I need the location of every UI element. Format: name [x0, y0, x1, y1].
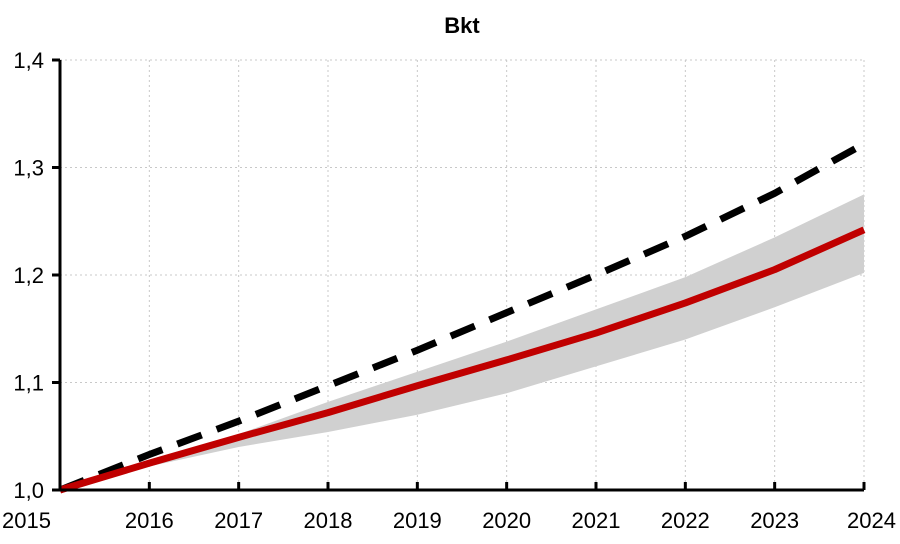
series-layer — [58, 140, 866, 494]
x-tick-label: 2020 — [482, 508, 531, 533]
x-tick-label: 2023 — [750, 508, 799, 533]
x-tick-label: 2017 — [214, 508, 263, 533]
x-tick-label: 2022 — [661, 508, 710, 533]
x-tick-label: 2024 — [847, 508, 896, 533]
x-tick-label: 2021 — [572, 508, 621, 533]
y-tick-label: 1,4 — [13, 48, 44, 73]
y-tick-label: 1,3 — [13, 156, 44, 181]
x-tick-label: 2015 — [2, 508, 51, 533]
y-tick-label: 1,0 — [13, 478, 44, 503]
axes — [52, 58, 866, 492]
x-tick-label: 2018 — [304, 508, 353, 533]
y-tick-label: 1,1 — [13, 371, 44, 396]
chart-title: Bkt — [444, 13, 480, 38]
x-tick-label: 2019 — [393, 508, 442, 533]
x-tick-label: 2016 — [125, 508, 174, 533]
dashed-series-line — [58, 140, 866, 494]
tick-labels: 1,0 1,1 1,2 1,3 1,4 2015 2016 2017 2018 2019 2020 2… — [2, 48, 896, 533]
solid-series-line — [58, 226, 866, 494]
y-tick-label: 1,2 — [13, 263, 44, 288]
